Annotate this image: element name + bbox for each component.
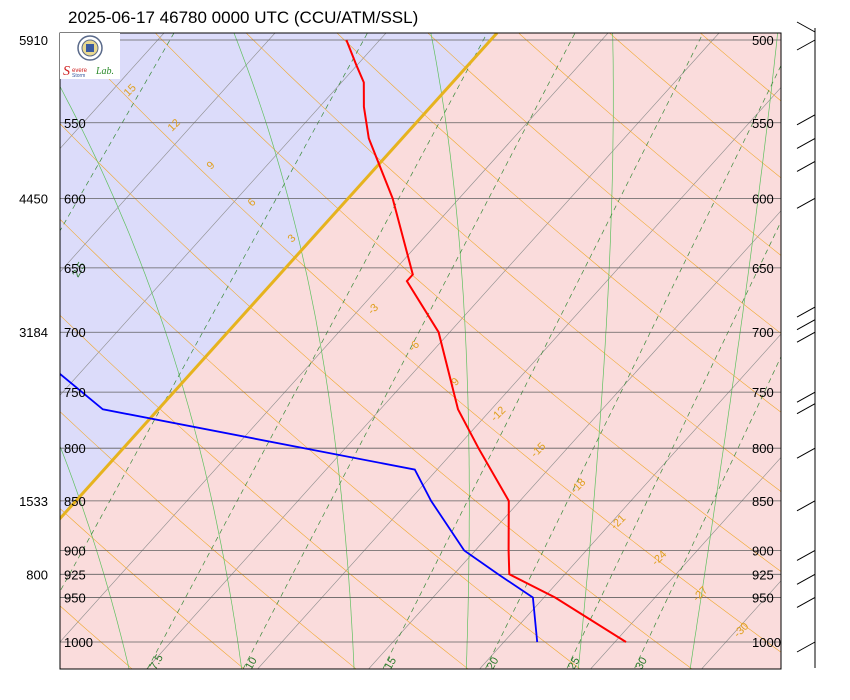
- pressure-label-left: 650: [64, 261, 86, 276]
- wind-barb: [796, 21, 816, 33]
- mixing-ratio-line: [484, 64, 781, 669]
- moist-adiabat-line: [0, 5, 22, 685]
- pressure-label-right: 650: [752, 261, 774, 276]
- moist-adiabat-line: [60, 445, 130, 669]
- isotherm-line: [146, 33, 720, 669]
- height-label: 1533: [19, 494, 48, 509]
- wind-barb: [796, 319, 816, 331]
- pressure-label-left: 800: [64, 441, 86, 456]
- wind-barb: [796, 597, 816, 608]
- mixing-ratio-line: [60, 33, 368, 593]
- dry-adiabat-line: [64, 33, 781, 653]
- pressure-label-right: 1000: [752, 635, 781, 650]
- svg-text:evere: evere: [72, 68, 88, 74]
- dry-adiabat-line: [60, 218, 581, 669]
- wind-barb: [796, 573, 816, 585]
- height-label: 3184: [19, 325, 48, 340]
- chart-title: 2025-06-17 46780 0000 UTC (CCU/ATM/SSL): [68, 8, 418, 27]
- svg-text:Storm: Storm: [72, 73, 85, 79]
- pressure-label-left: 850: [64, 494, 86, 509]
- mixing-ratio-line: [382, 33, 704, 669]
- dry-adiabat-line: [60, 314, 469, 669]
- isotherm-line: [590, 456, 781, 669]
- wind-barb: [796, 447, 816, 459]
- pressure-label-right: 750: [752, 385, 774, 400]
- isotherm-line: [479, 333, 781, 669]
- moist-adiabat-line: [577, 33, 614, 669]
- svg-text:Lab.: Lab.: [95, 66, 114, 77]
- moist-adiabat-line: [60, 85, 243, 669]
- cold-region: [60, 33, 497, 669]
- isotherm-line: [257, 86, 781, 669]
- pressure-label-left: 1000: [64, 635, 93, 650]
- isotherm-line: [60, 33, 276, 273]
- pressure-label-left: 925: [64, 567, 86, 582]
- wind-barb: [796, 114, 816, 126]
- pressure-label-left: 950: [64, 590, 86, 605]
- wind-barb: [796, 403, 816, 415]
- dry-adiabat-line: [518, 33, 781, 256]
- wind-barb: [796, 39, 816, 51]
- pressure-label-right: 700: [752, 325, 774, 340]
- isotherm-line: [60, 33, 165, 150]
- moist-adiabat-line: [689, 33, 778, 669]
- moist-adiabat-line: [799, 5, 850, 685]
- lab-logo: S evere Storm Lab.: [60, 33, 120, 79]
- pressure-label-right: 600: [752, 191, 774, 206]
- wind-barb: [796, 500, 816, 512]
- pressure-label-right: 950: [752, 590, 774, 605]
- dry-adiabat-line: [609, 33, 781, 179]
- mixing-ratio-line: [146, 33, 488, 669]
- dry-adiabat-line: [60, 508, 245, 669]
- mixing-ratio-label: 5: [18, 661, 31, 672]
- pressure-label-right: 500: [752, 33, 774, 48]
- pressure-label-right: 550: [752, 116, 774, 131]
- pressure-label-right: 900: [752, 543, 774, 558]
- pressure-label-right: 850: [752, 494, 774, 509]
- isotherm-line: [368, 210, 781, 669]
- dry-adiabat-line: [0, 5, 38, 685]
- pressure-label-left: 700: [64, 325, 86, 340]
- pressure-label-left: 550: [64, 116, 86, 131]
- wind-barbs: [796, 21, 816, 668]
- moist-adiabat-line: [430, 33, 470, 669]
- freezing-isotherm: [60, 33, 499, 521]
- pressure-label-left: 900: [64, 543, 86, 558]
- height-label: 5910: [19, 33, 48, 48]
- axis-labels: 1000 1000 950 950 925 925 900 900 850 850 800 800 75…: [19, 33, 781, 650]
- dry-adiabat-line: [427, 33, 781, 334]
- pressure-label-right: 925: [752, 567, 774, 582]
- wind-barb: [796, 331, 816, 343]
- mixing-ratio-line: [242, 33, 576, 669]
- dry-adiabat-line: [336, 33, 781, 413]
- isotherm-line: [813, 33, 850, 669]
- pressure-label-right: 800: [752, 441, 774, 456]
- wind-barb: [796, 391, 816, 403]
- mixing-ratio-label: 7.5: [148, 653, 166, 672]
- plot-frame: [59, 32, 782, 670]
- dry-adiabat-line: [60, 411, 357, 669]
- pressure-label-left: 600: [64, 191, 86, 206]
- wind-barb: [796, 197, 816, 209]
- wind-barb: [796, 160, 816, 172]
- dewpoint-profile: [60, 372, 539, 643]
- pressure-label-left: 750: [64, 385, 86, 400]
- isotherm-line: [60, 33, 387, 396]
- height-label: 800: [26, 567, 48, 582]
- temperature-profile: [345, 39, 627, 643]
- wind-barb: [796, 137, 816, 149]
- dry-adiabat-line: [154, 33, 781, 572]
- wind-barb: [796, 550, 816, 561]
- svg-text:S: S: [63, 64, 70, 79]
- moist-adiabat-line: [233, 33, 355, 669]
- wind-barb: [796, 306, 816, 318]
- seal-icon: S evere Storm Lab.: [63, 35, 114, 79]
- plot-area: 5 7.5 10 15 20 25 302.51512963-3-6-9-12-15-18-…: [0, 5, 850, 685]
- height-label: 4450: [19, 191, 48, 206]
- wind-barb: [796, 641, 816, 653]
